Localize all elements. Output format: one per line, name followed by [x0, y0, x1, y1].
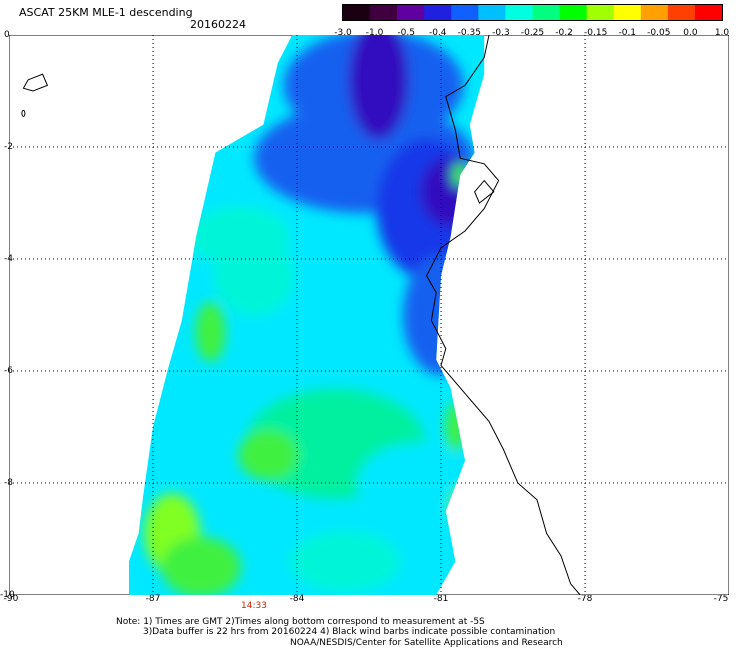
plot-date: 20160224 [190, 18, 246, 31]
longitude-tick-label: -81 [433, 594, 449, 604]
latitude-tick-label: -4 [4, 254, 13, 264]
colorbar-label: -0.5 [397, 28, 415, 38]
colorbar-label: -0.05 [647, 28, 671, 38]
longitude-tick-label: -78 [577, 594, 593, 604]
latitude-tick-label: 0 [4, 30, 10, 40]
colorbar-swatch [370, 5, 398, 20]
note-line-1: Note: 1) Times are GMT 2)Times along bot… [116, 617, 485, 627]
coastline [21, 34, 581, 596]
colorbar-label: 0.0 [683, 28, 698, 38]
colorbar-swatch [478, 5, 507, 20]
colorbar-swatch [397, 5, 425, 20]
colorbar-swatch [343, 5, 371, 20]
colorbar-swatch [505, 5, 534, 20]
colorbar-swatch [640, 5, 669, 20]
colorbar-swatch [559, 5, 588, 20]
colorbar-label: -0.15 [584, 28, 608, 38]
colorbar-label: -0.2 [555, 28, 573, 38]
colorbar-label: -1.0 [365, 28, 384, 38]
longitude-tick-label: -90 [3, 594, 19, 604]
longitude-tick-label: -75 [713, 594, 729, 604]
colorbar-swatch [667, 5, 696, 20]
longitude-tick-label: -87 [145, 594, 161, 604]
colorbar-label: -0.25 [520, 28, 545, 38]
note-line-3: NOAA/NESDIS/Center for Satellite Applica… [290, 638, 563, 648]
wind-field-patch [195, 301, 226, 362]
colorbar-swatch [586, 5, 615, 20]
colorbar-swatch [451, 5, 479, 20]
colorbar-label: -3.0 [334, 28, 352, 38]
colorbar-label: -0.1 [618, 28, 637, 38]
lat-lon-grid [9, 35, 729, 595]
latitude-tick-label: -10 [0, 590, 15, 600]
note-line-2: 3)Data buffer is 22 hrs from 20160224 4)… [143, 627, 556, 637]
colorbar-swatch [532, 5, 561, 20]
wind-field-patch [161, 537, 241, 595]
plot-title: ASCAT 25KM MLE-1 descending [19, 6, 193, 19]
colorbar-label: 1.0 [714, 28, 730, 38]
colorbar-label: -0.4 [428, 28, 447, 38]
colorbar-swatch [424, 5, 452, 20]
colorbar-swatch [613, 5, 642, 20]
wind-field-patch [238, 430, 299, 480]
latitude-tick-label: -6 [4, 366, 13, 376]
colorbar-label: -0.35 [457, 28, 481, 38]
longitude-tick-label: -84 [289, 594, 305, 604]
colorbar-label: -0.3 [492, 28, 510, 38]
time-label: 14:33 [241, 601, 267, 611]
wind-field-patch [348, 35, 409, 140]
colorbar [342, 4, 723, 21]
wind-field-patch [213, 235, 294, 316]
wind-field-patch [290, 531, 400, 592]
latitude-tick-label: -2 [4, 142, 13, 152]
map-plot [8, 34, 730, 599]
latitude-tick-label: -8 [4, 478, 13, 488]
colorbar-swatch [694, 5, 722, 20]
